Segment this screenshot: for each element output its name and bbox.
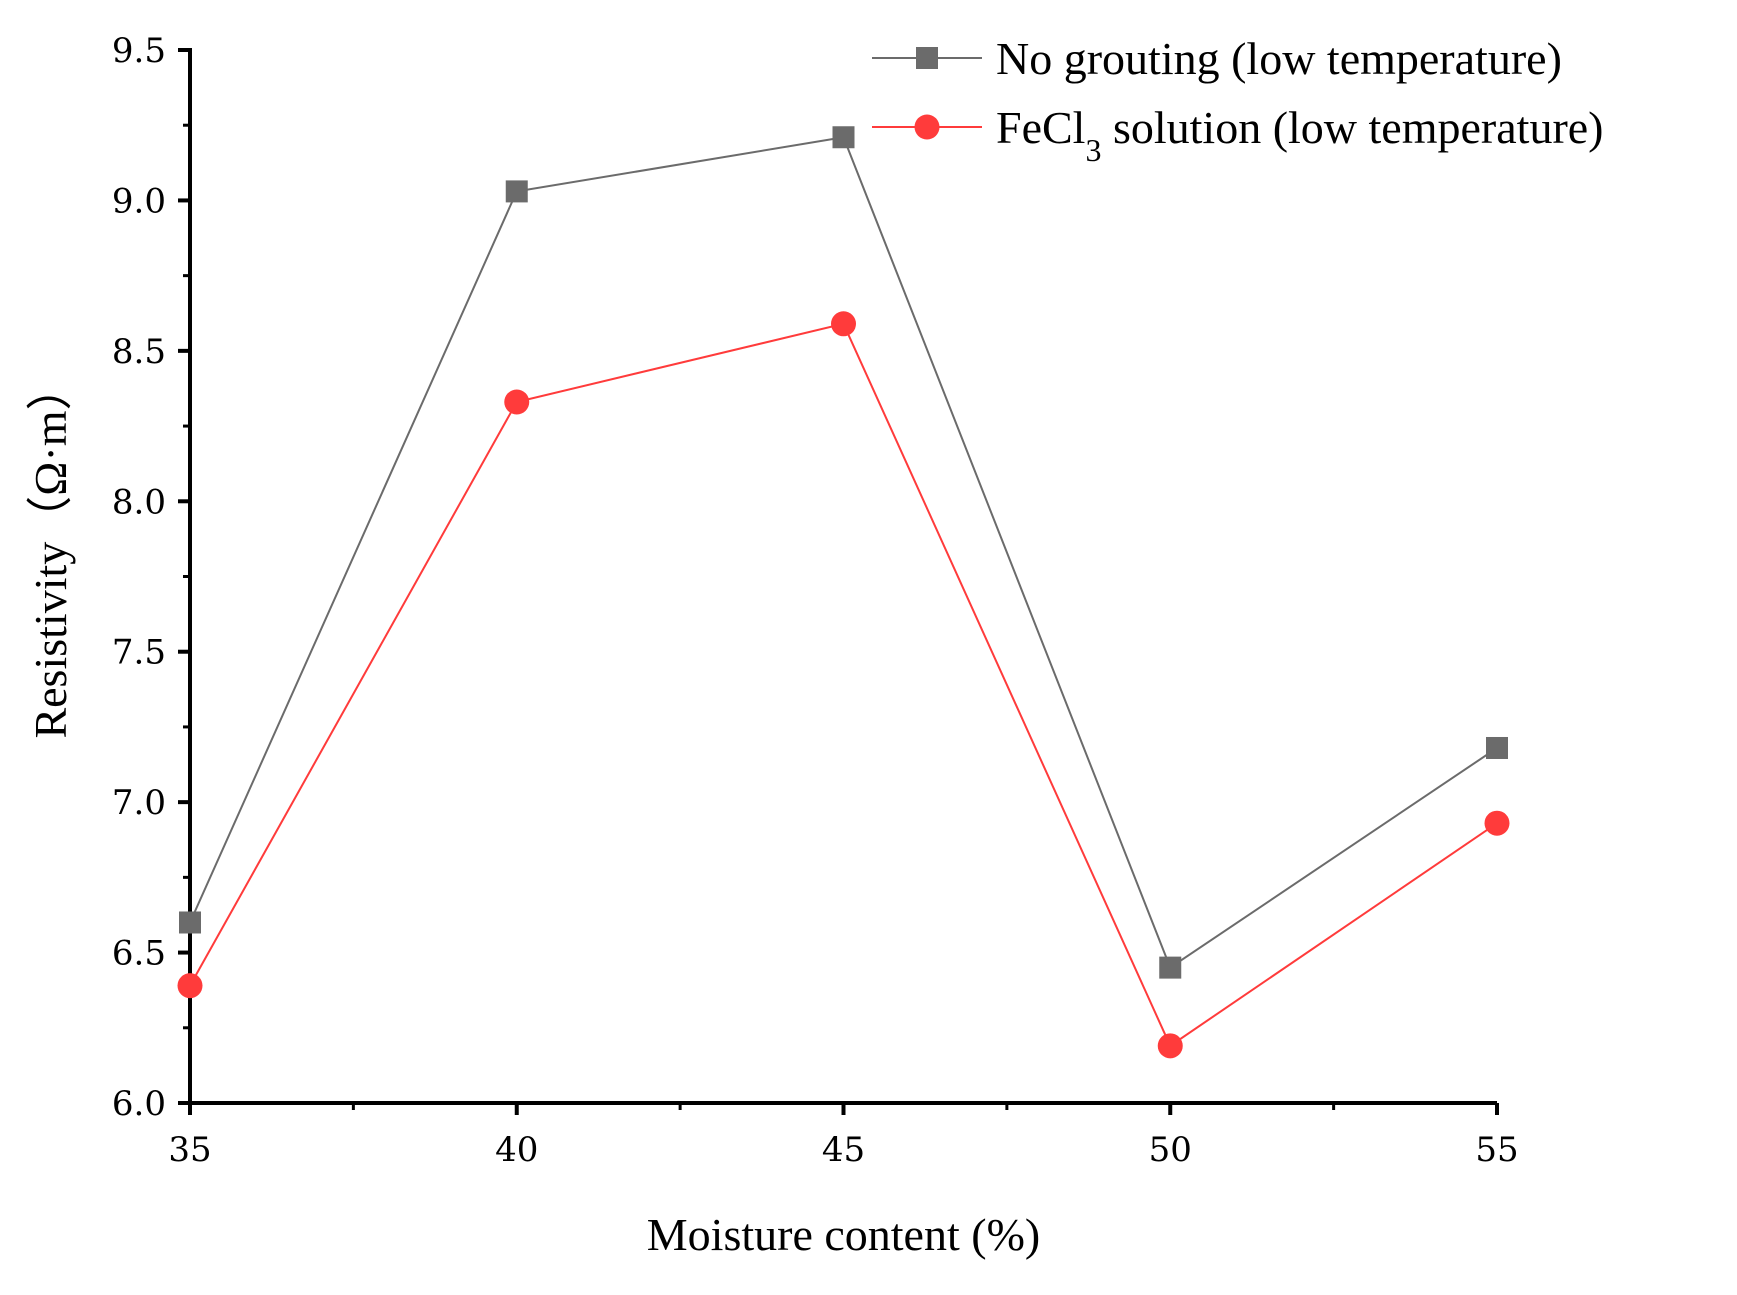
- legend: No grouting (low temperature) FeCl3 solu…: [872, 33, 1604, 168]
- data-point-square: [179, 911, 201, 934]
- y-tick-label: 8.5: [112, 332, 166, 372]
- data-point-square: [1486, 736, 1508, 759]
- x-tick-label: 35: [168, 1130, 211, 1170]
- series-line-0: [189, 136, 1498, 970]
- data-point-square: [1159, 956, 1182, 979]
- data-point-circle: [1484, 810, 1510, 836]
- x-tick-label: 45: [822, 1130, 865, 1170]
- y-tick-label: 8.0: [112, 482, 166, 522]
- legend-entry-no-grouting: No grouting (low temperature): [872, 33, 1562, 84]
- series-1: [177, 311, 1510, 1059]
- series: [177, 126, 1510, 1059]
- data-point-circle: [1157, 1033, 1183, 1059]
- y-tick-label: 6.0: [112, 1084, 166, 1124]
- data-point-circle: [177, 973, 203, 999]
- x-tick-label: 40: [495, 1130, 538, 1170]
- data-point-circle: [831, 311, 856, 337]
- legend-marker-circle: [914, 114, 940, 140]
- series-line-1: [189, 322, 1498, 1048]
- series-0: [179, 126, 1508, 979]
- legend-label-fecl3-subscript: 3: [1085, 132, 1101, 168]
- y-tick-label: 6.5: [112, 934, 166, 974]
- y-tick-label: 9.0: [112, 181, 166, 221]
- data-point-square: [832, 126, 855, 149]
- legend-label-fecl3: FeCl3 solution (low temperature): [996, 102, 1604, 168]
- data-point-square: [505, 180, 528, 203]
- x-axis-title: Moisture content (%): [647, 1209, 1040, 1260]
- y-tick-label: 9.5: [112, 31, 166, 71]
- ticks: 6.0 6.5 7.0 7.5 8.0 8.5 9.0 9.5 35 40 45 50 55: [112, 31, 1519, 1170]
- legend-label-fecl3-suffix: solution (low temperature): [1101, 102, 1603, 153]
- axes: [188, 48, 1497, 1105]
- x-tick-label: 55: [1475, 1130, 1518, 1170]
- y-tick-label: 7.0: [112, 783, 166, 823]
- legend-label-no-grouting: No grouting (low temperature): [996, 33, 1562, 84]
- x-tick-label: 50: [1149, 1130, 1192, 1170]
- y-axis-title: Resistivity（Ω·m）: [25, 364, 76, 738]
- data-point-circle: [504, 389, 530, 415]
- legend-label-fecl3-prefix: FeCl: [996, 102, 1085, 153]
- legend-entry-fecl3: FeCl3 solution (low temperature): [872, 102, 1604, 168]
- legend-marker-square: [916, 47, 938, 69]
- y-tick-label: 7.5: [112, 633, 166, 673]
